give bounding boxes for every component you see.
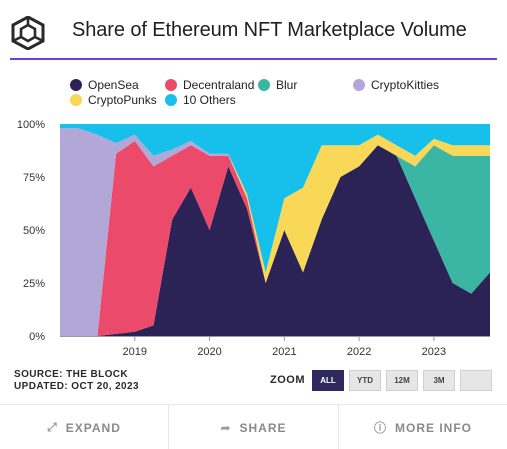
- legend-item-cryptopunks[interactable]: CryptoPunks: [70, 93, 157, 107]
- footer-divider: [168, 405, 169, 449]
- series-area-10-others: [60, 124, 490, 273]
- chart-source: SOURCE: THE BLOCK UPDATED: OCT 20, 2023: [14, 369, 139, 393]
- cube-logo-icon: [11, 16, 45, 50]
- series-area-blur: [60, 141, 490, 336]
- x-tick-label: 2019: [123, 346, 147, 358]
- legend-label: Blur: [276, 78, 298, 92]
- x-tick-label: 2023: [422, 346, 446, 358]
- expand-arrows-icon: ⤢: [47, 420, 58, 434]
- chart-title: Share of Ethereum NFT Marketplace Volume: [72, 19, 467, 41]
- legend-item-cryptokitties[interactable]: CryptoKitties: [353, 78, 439, 92]
- zoom-extra-button[interactable]: [460, 370, 492, 391]
- header-accent-rule: [10, 58, 497, 60]
- legend-swatch: [165, 79, 177, 91]
- y-tick-label: 25%: [23, 278, 45, 290]
- legend-swatch: [353, 79, 365, 91]
- zoom-all-button[interactable]: ALL: [312, 370, 344, 391]
- legend-label: OpenSea: [88, 78, 139, 92]
- stacked-area-chart: 0% 25% 50% 75% 100% 2019 2020 2021 2022 2023: [17, 119, 490, 358]
- footer-divider: [338, 405, 339, 449]
- series-area-cryptopunks: [60, 128, 490, 283]
- more-info-label: MORE INFO: [395, 420, 472, 435]
- zoom-3m-button[interactable]: 3M: [423, 370, 455, 391]
- legend-swatch: [70, 79, 82, 91]
- x-tick-label: 2021: [272, 346, 296, 358]
- legend-label: CryptoKitties: [371, 78, 440, 92]
- zoom-12m-button[interactable]: 12M: [386, 370, 418, 391]
- legend-swatch: [165, 94, 177, 106]
- legend-item-decentraland[interactable]: Decentraland: [165, 78, 254, 92]
- chart-header: Share of Ethereum NFT Marketplace Volume: [0, 0, 507, 60]
- share-button[interactable]: ➦ SHARE: [169, 405, 338, 449]
- expand-label: EXPAND: [65, 420, 121, 435]
- legend-swatch: [70, 94, 82, 106]
- share-arrow-icon: ➦: [220, 420, 232, 435]
- updated-line: UPDATED: OCT 20, 2023: [14, 381, 139, 392]
- legend-label: Decentraland: [183, 78, 255, 92]
- x-tick-label: 2020: [197, 346, 221, 358]
- share-label: SHARE: [239, 420, 287, 435]
- legend-item-10-others[interactable]: 10 Others: [165, 93, 236, 107]
- footer-actions: ⤢ EXPAND ➦ SHARE ⓘ MORE INFO: [0, 404, 507, 449]
- y-tick-label: 50%: [23, 225, 45, 237]
- expand-button[interactable]: ⤢ EXPAND: [0, 405, 168, 449]
- zoom-ytd-button[interactable]: YTD: [349, 370, 381, 391]
- y-tick-label: 75%: [23, 172, 45, 184]
- source-line: SOURCE: THE BLOCK: [14, 369, 129, 380]
- legend-label: CryptoPunks: [88, 93, 157, 107]
- series-area-decentraland: [60, 141, 490, 336]
- y-tick-label: 100%: [17, 119, 45, 131]
- y-tick-label: 0%: [29, 331, 45, 343]
- legend-swatch: [258, 79, 270, 91]
- chart-legend: OpenSea Decentraland Blur CryptoKitties …: [70, 78, 490, 112]
- more-info-button[interactable]: ⓘ MORE INFO: [339, 405, 507, 449]
- legend-item-opensea[interactable]: OpenSea: [70, 78, 139, 92]
- x-tick-label: 2022: [347, 346, 371, 358]
- info-circle-icon: ⓘ: [373, 421, 387, 435]
- legend-label: 10 Others: [183, 93, 236, 107]
- zoom-label: ZOOM: [270, 374, 305, 386]
- series-area-cryptokitties: [60, 128, 490, 336]
- legend-item-blur[interactable]: Blur: [258, 78, 297, 92]
- series-area-opensea: [60, 145, 490, 336]
